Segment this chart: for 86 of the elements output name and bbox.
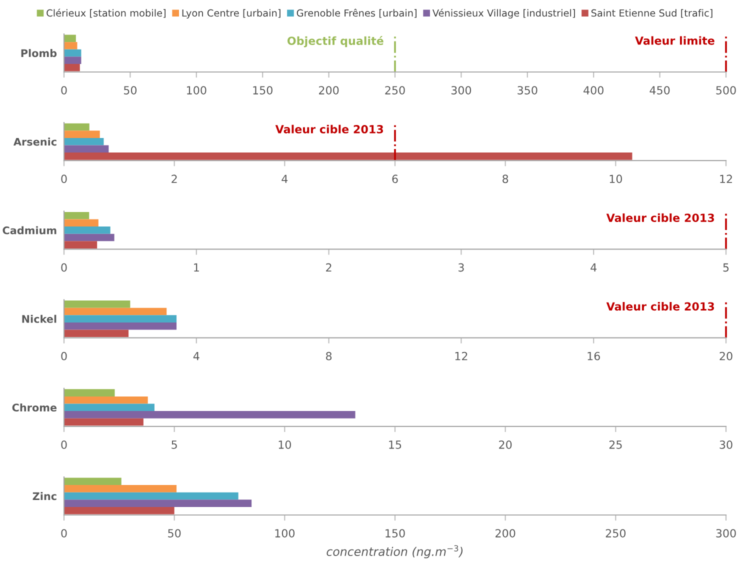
x-tick-label: 300 [716,529,736,538]
y-tick-label: Chrome [12,403,57,412]
x-tick-label: 250 [385,86,405,94]
y-tick-label: Nickel [22,314,56,323]
bar [64,138,104,146]
x-tick-label: 100 [275,529,295,538]
ref-line-label: Valeur limite [635,36,714,45]
x-tick-label: 2 [172,174,177,183]
bar [64,322,177,330]
x-tick-label: 12 [455,352,468,360]
x-tick-label: 8 [502,174,508,184]
x-tick-label: 0 [61,86,67,94]
y-tick-label: Cadmium [2,226,56,234]
x-tick-label: 30 [720,440,732,449]
x-tick-label: 0 [61,263,67,272]
bar [64,226,110,234]
bar [64,123,90,131]
bar [64,300,130,308]
bar [64,315,177,322]
legend-label: Grenoble Frênes [urbain] [296,8,416,18]
x-tick-label: 0 [61,529,67,538]
bar [64,418,144,426]
ref-line-label: Valeur cible 2013 [606,302,714,311]
x-tick-label: 100 [187,86,206,94]
x-tick-label: 50 [168,529,181,538]
legend-label: Clérieux [station mobile] [46,8,166,18]
bar [64,485,177,492]
bar [64,219,98,227]
x-tick-label: 0 [61,440,67,449]
x-tick-label: 20 [720,352,732,360]
bar [64,389,115,396]
bar [64,404,154,412]
x-axis-title: concentration (ng.m$^{−3}$) [326,545,463,558]
x-tick-label: 10 [610,174,622,184]
bar [64,130,100,138]
x-tick-label: 12 [720,174,732,183]
bar [64,241,98,248]
x-tick-label: 350 [518,86,538,94]
bar [64,145,109,153]
y-tick-label: Plomb [21,49,57,58]
x-tick-label: 50 [124,86,137,94]
x-tick-label: 5 [723,263,729,272]
x-tick-label: 0 [61,174,67,184]
bar [64,478,122,486]
x-tick-label: 4 [590,263,597,272]
bar [64,308,167,316]
x-tick-label: 400 [584,86,604,94]
legend-label: Vénissieux Village [industriel] [432,8,575,19]
bar [64,234,114,242]
x-tick-label: 300 [451,86,472,94]
ref-line-label: Objectif qualité [287,36,384,48]
legend-label: Saint Etienne Sud [trafic] [591,9,712,18]
bar [64,492,238,500]
legend-label: Lyon Centre [urbain] [182,9,280,19]
x-tick-label: 5 [172,440,177,449]
x-tick-label: 20 [499,440,512,449]
x-tick-label: 150 [386,529,405,538]
bar [64,506,174,514]
x-tick-label: 8 [326,352,332,360]
bar [64,212,90,220]
x-tick-label: 200 [496,529,516,538]
x-tick-label: 200 [319,86,339,94]
x-tick-label: 1 [194,263,199,272]
x-tick-label: 250 [606,529,626,538]
y-tick-label: Arsenic [13,138,56,146]
x-tick-label: 10 [278,440,291,449]
x-tick-label: 150 [253,86,272,94]
x-tick-label: 6 [392,174,398,184]
x-tick-label: 15 [389,440,402,449]
bar [64,500,252,507]
x-tick-label: 4 [282,174,288,183]
x-tick-label: 4 [193,352,200,360]
x-tick-label: 450 [650,86,670,94]
x-tick-label: 16 [588,352,600,360]
ref-line-label: Valeur cible 2013 [606,213,714,222]
ref-line-label: Valeur cible 2013 [275,124,384,134]
bar [64,330,129,338]
bar [64,396,148,404]
x-tick-label: 2 [326,263,332,272]
bar [64,152,632,160]
bar [64,411,356,418]
x-tick-label: 25 [609,440,622,449]
x-tick-label: 0 [61,352,67,360]
x-tick-label: 3 [458,263,464,272]
y-tick-label: Zinc [32,492,56,500]
x-tick-label: 500 [716,86,736,94]
